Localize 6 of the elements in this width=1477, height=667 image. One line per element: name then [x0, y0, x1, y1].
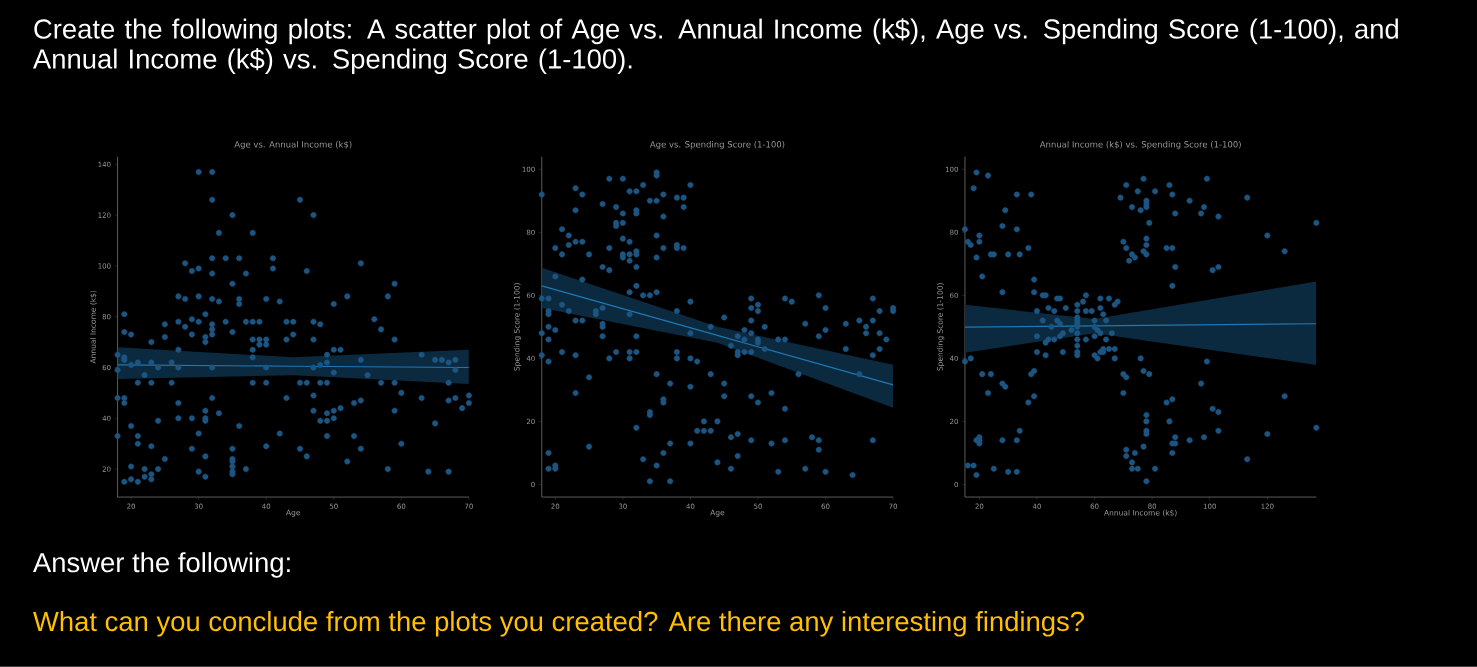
text: What can you conclude from the plots you created? Are there any interesting findings? [33, 611, 1085, 637]
chart-title: Age vs. Annual Income (k$) [234, 141, 352, 150]
text: Answer the following: [32, 552, 290, 578]
chart-title: Age vs. Spending Score (1-100) [649, 141, 785, 150]
chart-title: Annual Income (k$) vs. Spending Score (1-100) [1039, 141, 1241, 150]
text: Create the following plots: A scatter plot of Age vs. Annual Income (k$), Age vs. Spending Score (1-100), and Annual Income (k$) vs. Spending Score (1-100). [32, 18, 1398, 75]
